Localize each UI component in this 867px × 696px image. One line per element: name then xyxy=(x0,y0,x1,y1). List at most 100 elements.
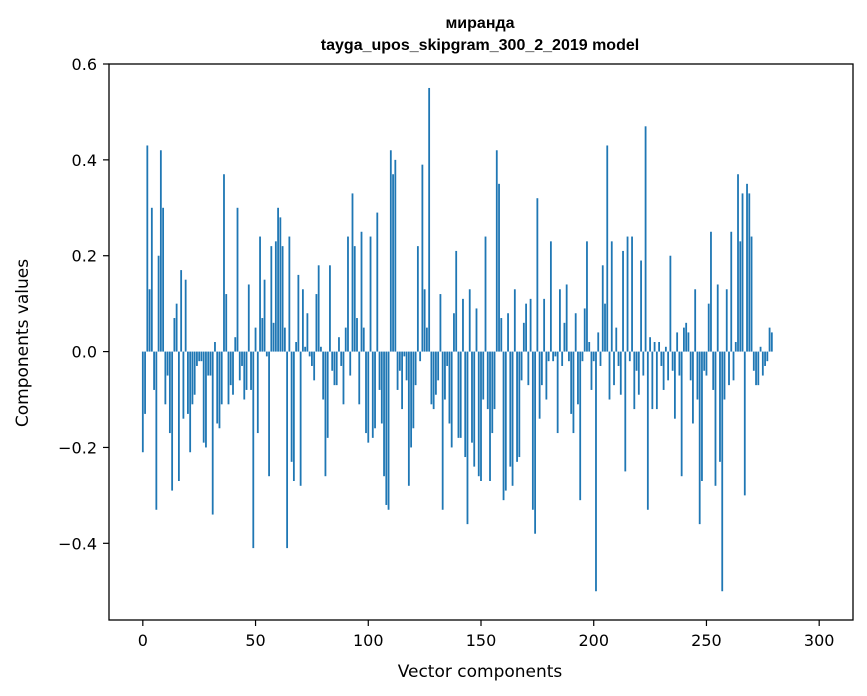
bar xyxy=(484,236,487,352)
bar xyxy=(189,351,192,453)
bar xyxy=(581,351,584,362)
bar xyxy=(351,193,354,352)
bar xyxy=(227,351,230,405)
bar xyxy=(144,351,146,414)
bar xyxy=(755,351,757,386)
bar xyxy=(547,351,550,362)
y-tick-label: 0.4 xyxy=(72,151,97,170)
bar xyxy=(741,193,744,352)
bar xyxy=(504,351,507,491)
bar xyxy=(685,322,688,352)
bar xyxy=(283,327,286,352)
bar xyxy=(660,351,663,366)
bar xyxy=(545,351,548,400)
bar xyxy=(250,351,252,390)
bar xyxy=(259,236,261,352)
bar xyxy=(187,351,189,414)
bar xyxy=(475,308,478,352)
bar xyxy=(586,241,588,352)
bar xyxy=(513,289,516,352)
bar xyxy=(437,351,440,381)
bar xyxy=(146,145,149,352)
bar xyxy=(538,351,541,419)
bar xyxy=(315,294,318,352)
bar xyxy=(301,289,304,352)
bar xyxy=(701,351,703,481)
bar xyxy=(209,351,212,376)
bar xyxy=(320,346,322,352)
bar xyxy=(565,284,568,352)
bar xyxy=(268,351,270,477)
bar xyxy=(739,241,742,352)
bar xyxy=(683,327,685,352)
bar xyxy=(218,351,221,429)
bar xyxy=(556,351,559,434)
bar xyxy=(358,351,361,405)
bar xyxy=(261,318,264,352)
bar xyxy=(592,351,595,362)
y-tick-label: 0.0 xyxy=(72,343,97,362)
bar xyxy=(220,351,223,405)
bar xyxy=(734,342,737,352)
bar xyxy=(646,351,649,510)
bar xyxy=(252,351,255,549)
bar xyxy=(529,298,532,352)
bar xyxy=(331,351,334,371)
bar xyxy=(396,351,399,390)
bar xyxy=(394,159,397,352)
bar xyxy=(480,351,482,481)
bar xyxy=(419,351,422,362)
bar xyxy=(667,351,670,381)
bar xyxy=(324,351,327,477)
bar xyxy=(193,351,196,395)
bar xyxy=(153,351,155,390)
bar xyxy=(340,351,343,366)
bar xyxy=(719,351,721,462)
bar xyxy=(155,351,158,510)
bar xyxy=(286,351,289,549)
bar xyxy=(198,351,201,362)
bar xyxy=(644,126,647,352)
bar xyxy=(184,279,187,352)
x-tick-label: 200 xyxy=(578,631,609,650)
bar xyxy=(229,351,232,386)
bar xyxy=(225,294,228,352)
bar xyxy=(322,351,325,400)
bar xyxy=(410,351,413,448)
bar xyxy=(705,351,708,376)
bar xyxy=(673,351,676,419)
bar xyxy=(317,265,320,352)
y-tick-label: 0.6 xyxy=(72,55,97,74)
bar xyxy=(655,351,658,410)
bar xyxy=(277,207,279,352)
bar xyxy=(728,351,730,386)
bar xyxy=(613,351,615,386)
bar xyxy=(306,313,309,352)
bar xyxy=(383,351,385,477)
bar xyxy=(766,351,769,362)
bar xyxy=(335,351,338,386)
bar xyxy=(522,322,525,352)
x-tick-label: 300 xyxy=(804,631,835,650)
bar xyxy=(349,351,352,376)
bar xyxy=(360,231,363,352)
bar xyxy=(439,294,442,352)
bar xyxy=(164,351,167,405)
bar xyxy=(308,351,311,357)
bar xyxy=(462,298,464,352)
bar xyxy=(428,87,431,352)
bar xyxy=(482,351,485,400)
bar xyxy=(243,351,246,400)
bar xyxy=(631,236,633,352)
bar xyxy=(597,332,600,352)
bar xyxy=(651,351,654,410)
bar xyxy=(669,255,672,352)
bar xyxy=(245,351,248,390)
bar xyxy=(241,351,243,366)
bar xyxy=(389,150,392,352)
y-ticks: −0.4 −0.2 0.0 0.2 0.4 0.6 xyxy=(58,55,109,553)
bar xyxy=(398,351,401,371)
bar xyxy=(635,351,638,371)
bar xyxy=(511,351,514,486)
x-tick-label: 250 xyxy=(691,631,722,650)
